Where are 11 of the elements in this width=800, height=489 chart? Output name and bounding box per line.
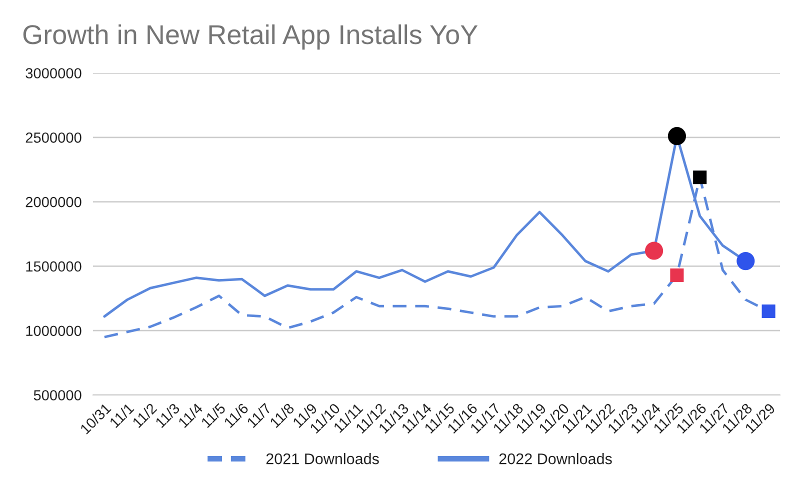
y-tick-label: 2000000 <box>26 196 82 208</box>
chart-title: Growth in New Retail App Installs YoY <box>23 24 478 50</box>
x-tick-label: 11/4 <box>178 402 204 428</box>
y-tick-label: 1000000 <box>26 326 82 336</box>
legend-label: 2021 Downloads <box>266 453 379 464</box>
y-tick-label: 2500000 <box>26 132 82 143</box>
y-tick-label: 1500000 <box>26 261 82 272</box>
legend-label: 2022 Downloads <box>499 453 612 464</box>
y-tick-label: 500000 <box>34 390 82 400</box>
y-tick-label: 3000000 <box>26 68 82 78</box>
x-tick-label: 11/8 <box>269 402 295 428</box>
